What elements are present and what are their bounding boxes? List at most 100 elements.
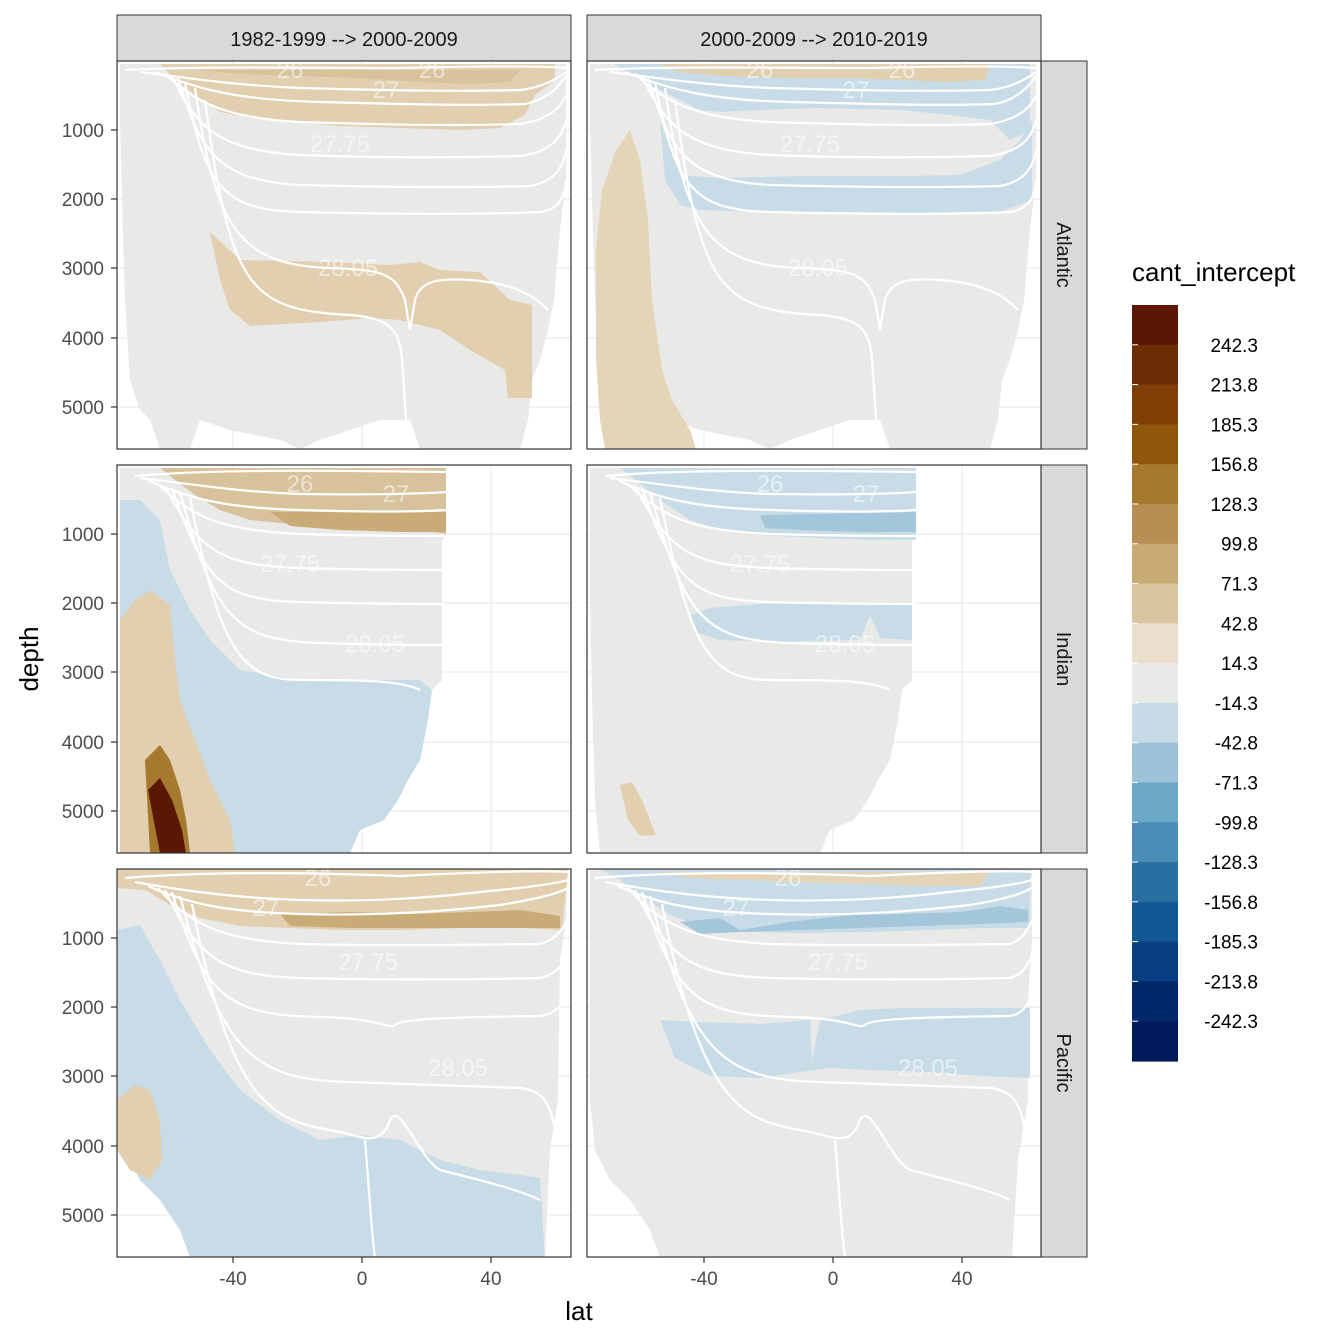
negative-anomaly-upper-core — [680, 906, 1028, 934]
panel-indian-col1: 26 27 27.75 28.05 — [116, 464, 572, 854]
isopycnal-label-27: 27 — [843, 77, 870, 104]
panel-pacific-col1: 26 27 27.75 28.05 — [116, 865, 572, 1258]
isopycnal-labels: 26 27 27.75 28.05 — [260, 471, 409, 658]
y-tick-label: 5000 — [62, 802, 104, 823]
x-tick-label: -40 — [219, 1269, 246, 1290]
positive-anomaly-southern-column — [596, 130, 696, 449]
column-strip-2: 2000-2009 --> 2010-2019 — [586, 14, 1042, 62]
x-tick-label: 0 — [357, 1269, 368, 1290]
isopycnal-label-27: 27 — [253, 895, 280, 922]
legend-swatch — [1132, 583, 1178, 624]
legend-label: -242.3 — [1204, 1012, 1258, 1033]
y-tick-label: 4000 — [62, 1137, 104, 1158]
y-axis-row-1: 1000 2000 3000 4000 5000 — [62, 121, 117, 419]
x-tick-label: -40 — [690, 1269, 717, 1290]
column-strip-2-label: 2000-2009 --> 2010-2019 — [700, 29, 927, 51]
legend-label: -14.3 — [1215, 694, 1258, 715]
y-tick-label: 1000 — [62, 929, 104, 950]
legend-swatch — [1132, 702, 1178, 744]
y-tick-label: 1000 — [62, 525, 104, 546]
isopycnal-label-28-05: 28.05 — [428, 1055, 488, 1082]
legend-swatch — [1132, 862, 1178, 903]
legend-swatch — [1132, 384, 1178, 425]
legend-label: -185.3 — [1204, 933, 1258, 954]
positive-anomaly-deep — [210, 232, 532, 398]
legend-swatch — [1132, 663, 1178, 704]
isopycnal-label-27-75: 27.75 — [310, 131, 370, 158]
legend-swatch — [1132, 305, 1178, 346]
panel-indian-col2: 26 27 27.75 28.05 — [586, 464, 1042, 854]
legend: cant_intercept 242.3 213.8 185.3 156.8 128.3… — [1132, 257, 1296, 1062]
panel-atlantic-col2: 26 26 27 27.75 28.05 — [586, 57, 1042, 450]
legend-label: 99.8 — [1221, 535, 1258, 556]
legend-colorbar — [1132, 305, 1178, 1062]
ocean-section — [590, 468, 916, 853]
y-tick-label: 5000 — [62, 398, 104, 419]
legend-label: -71.3 — [1215, 773, 1258, 794]
negative-anomaly-mid — [660, 1008, 1030, 1078]
isopycnal-label-26: 26 — [287, 471, 314, 498]
isopycnal-label-28-05: 28.05 — [788, 255, 848, 282]
legend-swatch — [1132, 822, 1178, 863]
negative-anomaly-mid — [660, 120, 1032, 214]
positive-anomaly-surface-band — [660, 872, 990, 886]
legend-swatch — [1132, 543, 1178, 585]
x-tick-label: 0 — [828, 1269, 839, 1290]
isopycnal-label-27: 27 — [723, 895, 750, 922]
legend-label: 213.8 — [1210, 376, 1258, 397]
y-tick-label: 3000 — [62, 663, 104, 684]
isopycnal-lines — [124, 870, 569, 1257]
isopycnal-label-28-05: 28.05 — [815, 631, 875, 658]
negative-anomaly-mid — [690, 604, 912, 642]
y-axis-title: depth — [14, 626, 44, 691]
legend-label: 185.3 — [1210, 415, 1258, 436]
legend-swatch — [1132, 901, 1178, 943]
isopycnal-labels: 26 26 27 27.75 28.05 — [747, 57, 916, 282]
y-axis-row-3: 1000 2000 3000 4000 5000 — [62, 929, 117, 1227]
isopycnal-label-27-75: 27.75 — [780, 131, 840, 158]
isopycnal-label-27-75: 27.75 — [338, 949, 398, 976]
legend-label: -128.3 — [1204, 853, 1258, 874]
legend-swatch — [1132, 503, 1178, 545]
legend-label: 156.8 — [1210, 455, 1258, 476]
row-strip-pacific-label: Pacific — [1052, 1034, 1074, 1093]
x-tick-label: 40 — [951, 1269, 972, 1290]
positive-anomaly-upper-core — [270, 512, 446, 532]
positive-anomaly-deep-patch — [117, 1085, 162, 1180]
isopycnal-label-27-75: 27.75 — [730, 551, 790, 578]
x-tick-label: 40 — [480, 1269, 501, 1290]
y-tick-label: 2000 — [62, 594, 104, 615]
x-axis-col-1: -40 0 40 — [219, 1257, 502, 1290]
positive-anomaly-bottom-extreme — [148, 778, 186, 853]
legend-label: 242.3 — [1210, 336, 1258, 357]
row-strip-indian: Indian — [1040, 464, 1088, 854]
negative-anomaly-upper-core — [760, 512, 916, 532]
legend-swatch — [1132, 344, 1178, 386]
ocean-section — [590, 64, 1036, 449]
isopycnal-label-27: 27 — [373, 77, 400, 104]
y-tick-label: 2000 — [62, 190, 104, 211]
isopycnal-label-28-05: 28.05 — [318, 255, 378, 282]
legend-label: -42.8 — [1215, 734, 1258, 755]
legend-swatch — [1132, 623, 1178, 664]
legend-label: 71.3 — [1221, 575, 1258, 596]
y-tick-label: 1000 — [62, 121, 104, 142]
y-tick-label: 5000 — [62, 1206, 104, 1227]
isopycnal-labels: 26 27 27.75 28.05 — [730, 471, 879, 658]
isopycnal-label-27-75: 27.75 — [808, 949, 868, 976]
legend-swatch — [1132, 941, 1178, 983]
isopycnal-lines — [134, 469, 447, 691]
legend-label: 42.8 — [1221, 614, 1258, 635]
legend-swatch — [1132, 782, 1178, 823]
legend-label: -99.8 — [1215, 813, 1258, 834]
y-tick-label: 4000 — [62, 329, 104, 350]
y-tick-label: 4000 — [62, 733, 104, 754]
isopycnal-label-27-75: 27.75 — [260, 551, 320, 578]
isopycnal-label-28-05: 28.05 — [898, 1055, 958, 1082]
positive-anomaly-bottom — [620, 782, 656, 836]
x-axis-col-2: -40 0 40 — [690, 1257, 973, 1290]
row-strip-pacific: Pacific — [1040, 868, 1088, 1258]
isopycnal-label-26: 26 — [757, 471, 784, 498]
y-axis-row-2: 1000 2000 3000 4000 5000 — [62, 525, 117, 823]
